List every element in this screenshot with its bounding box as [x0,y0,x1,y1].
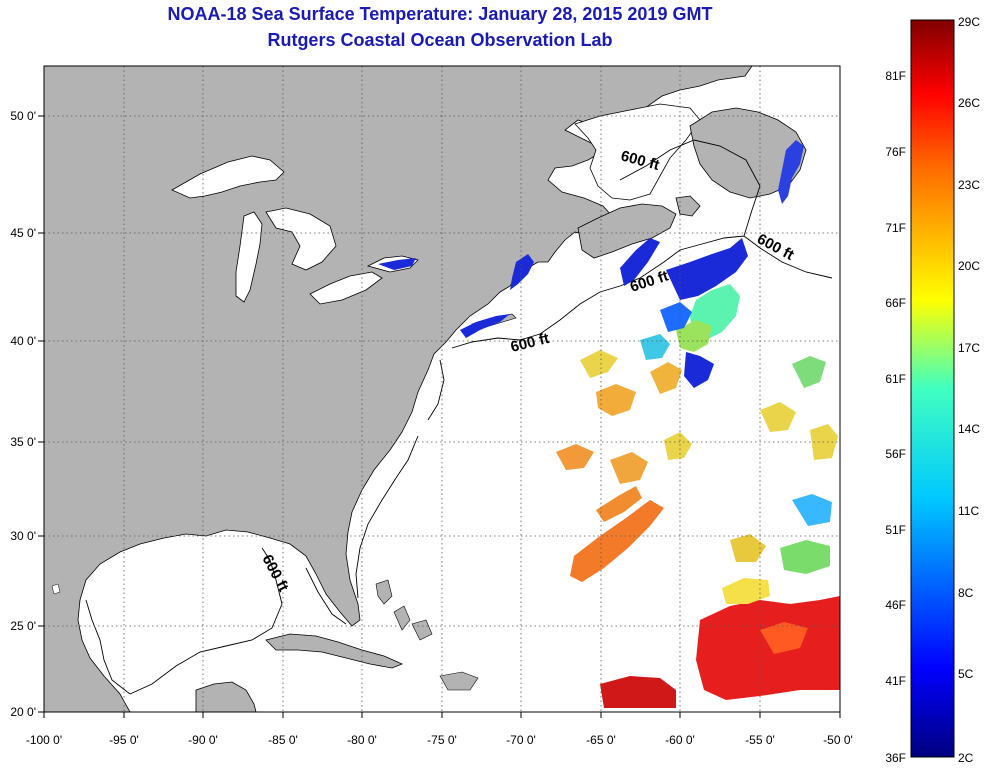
land-cuba [265,633,404,669]
lon-label: -85 0' [268,733,298,747]
lake-huron [265,207,337,271]
land-bahamas [375,579,433,641]
colorbar-label-f: 61F [885,372,906,386]
land-nova-scotia [577,203,677,259]
lon-label: -80 0' [347,733,377,747]
lon-label: -50 0' [823,733,853,747]
colorbar-label-c: 26C [958,96,980,110]
lon-label: -100 0' [26,733,62,747]
colorbar-label-f: 36F [885,751,906,765]
lake-michigan [235,211,263,303]
gulf-st-lawrence [574,103,701,201]
colorbar-label-c: 8C [958,586,974,600]
lat-label: 25 0' [10,619,36,633]
lon-label: -70 0' [506,733,536,747]
colorbar-label-f: 46F [885,598,906,612]
lat-label: 45 0' [10,226,36,240]
colorbar-label-f: 81F [885,69,906,83]
lon-axis: -100 0' -95 0' -90 0' -85 0' -80 0' -75 … [26,712,853,747]
land-cape-breton [675,195,701,217]
colorbar-label-c: 14C [958,422,980,436]
isobath-600ft [85,139,833,695]
colorbar-label-f: 76F [885,145,906,159]
land-newfoundland [689,107,807,199]
lake-superior [171,155,285,199]
colorbar-label-c: 29C [958,15,980,29]
colorbar: 81F 76F 71F 66F 61F 56F 51F 46F 41F 36F … [885,15,980,765]
colorbar-label-c: 11C [958,504,979,518]
map-title: NOAA-18 Sea Surface Temperature: January… [167,4,713,24]
map-subtitle: Rutgers Coastal Ocean Observation Lab [267,30,613,50]
land-hispaniola [439,671,479,691]
lat-label: 35 0' [10,435,36,449]
lat-label: 20 0' [10,705,36,719]
colorbar-label-c: 5C [958,667,974,681]
lat-label: 50 0' [10,109,36,123]
lat-label: 30 0' [10,529,36,543]
lat-label: 40 0' [10,334,36,348]
colorbar-label-f: 66F [885,296,906,310]
lon-label: -55 0' [745,733,775,747]
lon-label: -60 0' [665,733,695,747]
colorbar-label-c: 2C [958,751,974,765]
colorbar-label-c: 23C [958,178,980,192]
colorbar-label-c: 17C [958,341,980,355]
colorbar-label-f: 41F [885,674,906,688]
lat-axis: 50 0' 45 0' 40 0' 35 0' 30 0' 25 0' 20 0… [10,109,44,719]
lon-label: -95 0' [109,733,139,747]
land-island-west [51,583,61,595]
colorbar-label-f: 56F [885,447,906,461]
land-yucatan [195,681,257,712]
sst-data-layer [378,140,840,708]
colorbar-label-f: 51F [885,523,906,537]
land-north-america [44,66,753,712]
lon-label: -90 0' [188,733,218,747]
colorbar-label-c: 20C [958,259,980,273]
lon-label: -65 0' [586,733,616,747]
colorbar-label-f: 71F [885,221,906,235]
colorbar-gradient [910,19,955,758]
lake-erie [309,271,383,305]
lon-label: -75 0' [427,733,457,747]
